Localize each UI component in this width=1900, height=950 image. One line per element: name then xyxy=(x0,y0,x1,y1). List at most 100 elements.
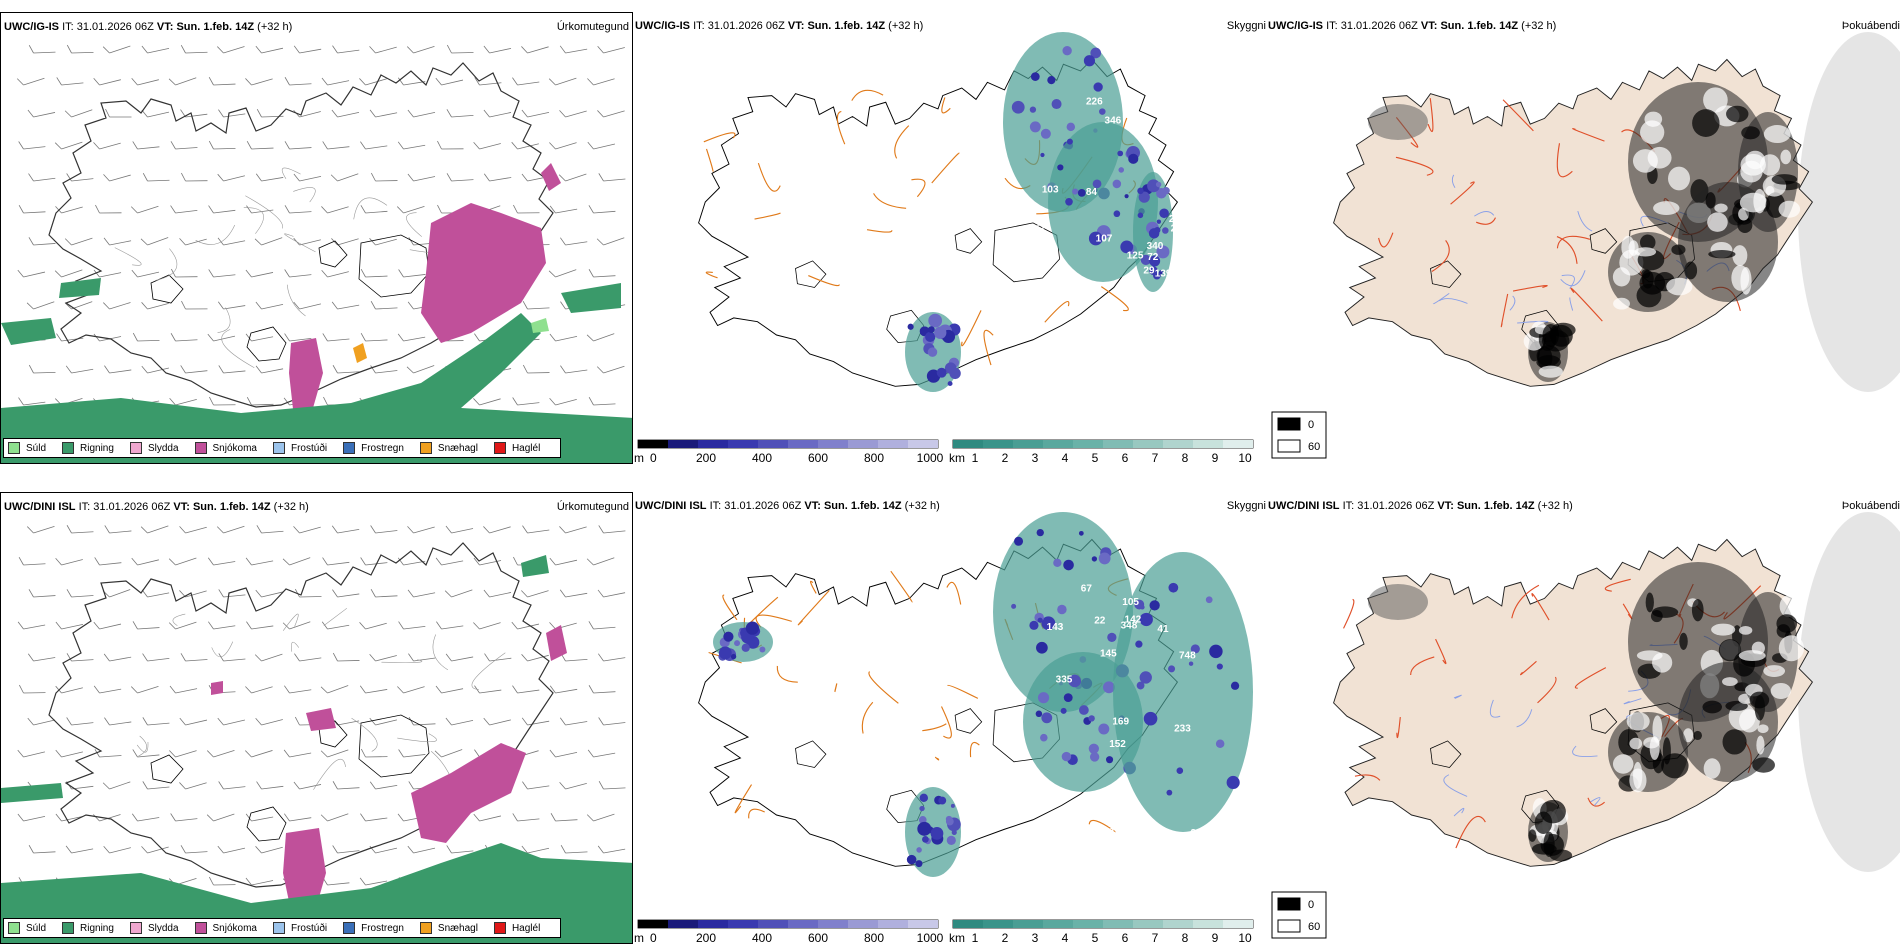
panel-title: Skyggni xyxy=(1226,500,1266,512)
ceiling-label: 152 xyxy=(1109,739,1126,750)
legend-swatch xyxy=(8,922,20,934)
ceiling-colorbar-cell xyxy=(908,440,938,448)
ceiling-label: 72 xyxy=(1147,252,1159,263)
visibility-panel-dini: UWC/DINI ISL IT: 31.01.2026 06Z VT: Sun.… xyxy=(633,492,1268,944)
visibility-colorbar-cell xyxy=(1103,920,1133,928)
legend-swatch xyxy=(272,442,285,454)
visibility-colorbar-cell xyxy=(1103,440,1133,448)
vt-value: Sun. 1.feb. 14Z xyxy=(1456,500,1535,512)
ceiling-label: 147 xyxy=(1184,148,1201,159)
model-name: UWC/DINI ISL xyxy=(635,500,707,512)
visibility-colorbar-cell xyxy=(1133,440,1163,448)
colorbar-tick: 800 xyxy=(864,451,884,464)
precip-map xyxy=(1,44,632,463)
colorbar-tick: 6 xyxy=(1122,451,1129,464)
precip-legend-item: Súld xyxy=(8,922,46,934)
precip-legend-item: Frostregn xyxy=(343,442,404,454)
colorbar-unit: km xyxy=(949,451,965,464)
vt-value: Sun. 1.feb. 14Z xyxy=(1440,20,1519,32)
ceiling-colorbar-cell xyxy=(908,920,938,928)
ceiling-label: 103 xyxy=(1042,185,1059,196)
legend-label: Slydda xyxy=(147,922,179,934)
model-name: UWC/IG-IS xyxy=(635,20,690,32)
precip-legend-item: Haglél xyxy=(493,442,541,454)
fog-legend-swatch xyxy=(1277,897,1301,911)
it-label: IT: xyxy=(1342,500,1355,512)
visibility-colorbar-cell xyxy=(983,440,1013,448)
legend-label: Frostregn xyxy=(361,922,404,934)
visibility-colorbar-cell xyxy=(1073,440,1103,448)
ceiling-colorbar-cell xyxy=(668,440,698,448)
legend-swatch xyxy=(62,442,75,454)
ceiling-colorbar-cell xyxy=(788,440,818,448)
legend-label: Snæhagl xyxy=(437,922,478,934)
colorbar-tick: 5 xyxy=(1092,451,1099,464)
visibility-colorbar-cell xyxy=(1193,920,1223,928)
legend-label: Súld xyxy=(26,442,47,454)
model-name: UWC/DINI ISL xyxy=(1268,500,1340,512)
fog-legend-label: 60 xyxy=(1308,921,1320,933)
colorbar-tick: 200 xyxy=(696,931,716,944)
panel-title: Skyggni xyxy=(1226,20,1266,32)
precip-legend-item: Frostúði xyxy=(272,442,327,454)
it-value: 31.01.2026 06Z xyxy=(1357,500,1435,512)
legend-swatch xyxy=(343,922,356,934)
colorbar-tick: 4 xyxy=(1062,931,1069,944)
it-value: 31.01.2026 06Z xyxy=(76,21,154,33)
model-header: UWC/IG-IS IT: 31.01.2026 06Z VT: Sun. 1.… xyxy=(635,20,923,32)
ceiling-label: 27 xyxy=(1149,307,1161,318)
ceiling-colorbar-cell xyxy=(818,920,848,928)
vt-value: Sun. 1.feb. 14Z xyxy=(176,21,255,33)
legend-swatch xyxy=(343,442,356,454)
it-label: IT: xyxy=(693,20,705,32)
precip-legend-item: Súld xyxy=(8,442,46,454)
vt-label: VT: xyxy=(156,21,174,33)
lead-time: (+32 h) xyxy=(904,500,940,512)
visibility-map: 8477125139967228120810317328514722634634… xyxy=(634,32,1254,464)
model-header: UWC/DINI ISL IT: 31.01.2026 06Z VT: Sun.… xyxy=(4,501,309,513)
ceiling-label: 173 xyxy=(1182,123,1199,134)
legend-swatch xyxy=(493,922,506,934)
ceiling-label: 84 xyxy=(1086,187,1098,198)
panel-title: Úrkomutegund xyxy=(556,21,629,33)
colorbar-unit: m xyxy=(634,931,644,944)
vt-value: Sun. 1.feb. 14Z xyxy=(807,20,886,32)
ceiling-colorbar-cell xyxy=(638,440,668,448)
visibility-colorbar-cell xyxy=(953,920,983,928)
visibility-colorbar-cell xyxy=(1223,920,1253,928)
fog-legend-swatch xyxy=(1277,417,1301,431)
visibility-colorbar-cell xyxy=(1043,440,1073,448)
visibility-colorbar-cell xyxy=(953,440,983,448)
ceiling-label: 208 xyxy=(1171,223,1188,234)
colorbar-tick: 3 xyxy=(1032,451,1039,464)
precip-legend-item: Frostúði xyxy=(272,922,328,934)
ceiling-colorbar-cell xyxy=(878,440,908,448)
ceiling-label: 77 xyxy=(1035,221,1047,232)
ceiling-label: 103 xyxy=(1092,828,1109,839)
lead-time: (+32 h) xyxy=(1521,20,1557,32)
ceiling-colorbar-cell xyxy=(848,920,878,928)
legend-label: Haglél xyxy=(511,442,541,454)
legend-swatch xyxy=(272,922,285,934)
model-name: UWC/IG-IS xyxy=(4,21,59,33)
it-label: IT: xyxy=(78,501,91,513)
fog-map: 0 60 xyxy=(1271,32,1900,459)
precip-map xyxy=(1,525,632,943)
ceiling-label: 117 xyxy=(1080,829,1097,840)
vt-label: VT: xyxy=(804,500,821,512)
ceiling-label: 169 xyxy=(1112,717,1129,728)
colorbar-tick: 1000 xyxy=(917,451,944,464)
fog-legend-label: 60 xyxy=(1308,441,1320,453)
ceiling-colorbar-cell xyxy=(728,920,758,928)
model-header: UWC/DINI ISL IT: 31.01.2026 06Z VT: Sun.… xyxy=(1268,500,1573,512)
colorbar-tick: 10 xyxy=(1238,451,1252,464)
legend-label: Frostúði xyxy=(290,922,328,934)
precip-legend-item: Snæhagl xyxy=(419,922,478,934)
colorbar-tick: 3 xyxy=(1032,931,1039,944)
model-name: UWC/DINI ISL xyxy=(4,501,76,513)
colorbar-tick: 10 xyxy=(1238,931,1252,944)
colorbar-tick: 2 xyxy=(1002,451,1009,464)
fog-panel-dini: UWC/DINI ISL IT: 31.01.2026 06Z VT: Sun.… xyxy=(1268,492,1900,944)
ceiling-colorbar-cell xyxy=(638,920,668,928)
